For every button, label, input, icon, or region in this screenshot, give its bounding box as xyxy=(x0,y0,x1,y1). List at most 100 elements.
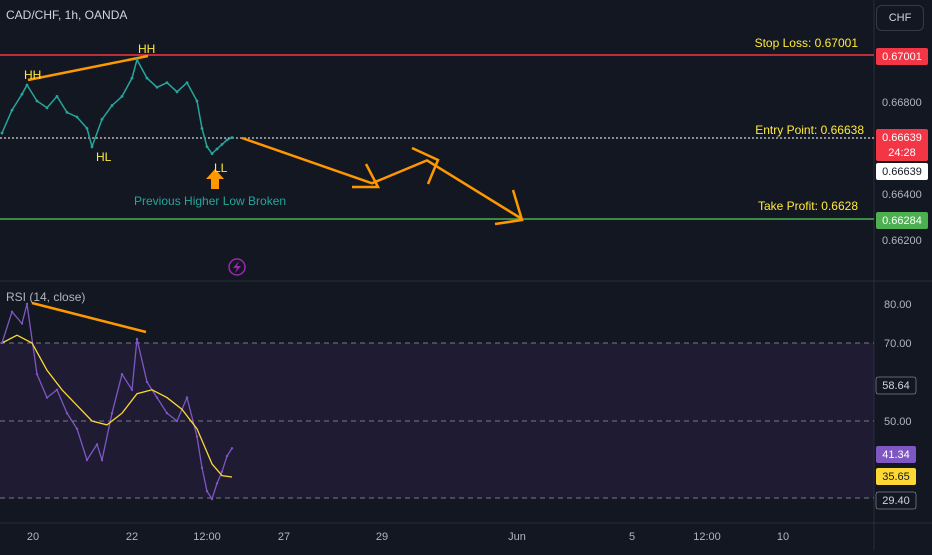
rsi-point-27 xyxy=(225,454,229,458)
price-point-9 xyxy=(85,127,89,130)
rsi-point-15 xyxy=(135,337,139,341)
rsi-lo-badge: 29.40 xyxy=(882,495,910,507)
price-point-15 xyxy=(135,58,139,62)
projection-path[interactable] xyxy=(241,136,523,221)
countdown-badge: 24:28 xyxy=(888,147,916,159)
x-tick-0: 20 xyxy=(27,531,39,543)
x-tick-7: 12:00 xyxy=(693,531,721,543)
rsi-point-23 xyxy=(205,490,209,493)
rsi-point-14 xyxy=(130,388,134,391)
rsi-ma-badge: 35.65 xyxy=(882,471,910,483)
price-point-28 xyxy=(230,136,234,139)
rsi-divergence-line[interactable] xyxy=(31,301,147,334)
rsi-tick-0: 80.00 xyxy=(884,299,912,311)
rsi-point-2 xyxy=(20,322,24,325)
rsi-point-18 xyxy=(165,412,169,415)
price-point-26 xyxy=(220,143,224,146)
rsi-point-10 xyxy=(95,443,99,446)
price-point-13 xyxy=(120,95,124,98)
stop-loss-label: Stop Loss: 0.67001 xyxy=(755,36,859,50)
rsi-point-26 xyxy=(220,470,224,473)
price-point-0 xyxy=(0,131,4,135)
rsi-point-28 xyxy=(230,447,234,450)
price-tick-2: 0.66200 xyxy=(882,235,922,247)
price-point-18 xyxy=(165,81,169,85)
x-tick-2: 12:00 xyxy=(193,531,221,543)
ll-label: LL xyxy=(214,161,228,175)
rsi-point-8 xyxy=(75,427,79,430)
rsi-point-21 xyxy=(195,435,199,438)
price-point-20 xyxy=(185,81,189,85)
price-point-11 xyxy=(100,117,104,121)
price-point-19 xyxy=(175,90,179,94)
stop-loss-badge: 0.67001 xyxy=(882,51,922,63)
rsi-point-17 xyxy=(155,396,159,399)
rsi-point-6 xyxy=(55,388,59,391)
currency-button[interactable]: CHF xyxy=(876,5,924,31)
rsi-point-16 xyxy=(145,380,149,384)
x-tick-3: 27 xyxy=(278,531,290,543)
rsi-point-0 xyxy=(0,341,4,345)
price-point-2 xyxy=(20,92,24,96)
price-point-23 xyxy=(205,145,209,149)
price-tick-1: 0.66400 xyxy=(882,189,922,201)
rsi-value-badge: 41.34 xyxy=(882,449,910,461)
broken-label: Previous Higher Low Broken xyxy=(134,194,286,208)
hh-trendline[interactable] xyxy=(27,54,149,82)
time-axis: 20 22 12:00 27 29 Jun 5 12:00 10 xyxy=(27,531,789,543)
rsi-hi-badge: 58.64 xyxy=(882,380,910,392)
rsi-point-25 xyxy=(215,482,219,485)
rsi-point-13 xyxy=(120,373,124,376)
rsi-point-5 xyxy=(45,396,49,399)
take-profit-badge: 0.66284 xyxy=(882,215,922,227)
price-point-17 xyxy=(155,85,159,89)
x-tick-4: 29 xyxy=(376,531,388,543)
rsi-tick-2: 50.00 xyxy=(884,416,912,428)
take-profit-badge-bg xyxy=(876,212,928,229)
price-tick-0: 0.66800 xyxy=(882,97,922,109)
price-point-6 xyxy=(55,95,59,98)
arrowhead-2-icon xyxy=(411,146,440,185)
rsi-hi-badge-bg xyxy=(875,376,917,395)
price-point-27 xyxy=(225,138,229,142)
lightning-icon[interactable] xyxy=(228,258,246,276)
price-point-8 xyxy=(75,115,79,119)
x-tick-5: Jun xyxy=(508,531,526,543)
rsi-point-1 xyxy=(10,310,14,313)
price-point-24 xyxy=(210,152,214,155)
current-price-badge: 0.66639 xyxy=(882,132,922,144)
price-point-4 xyxy=(35,99,39,103)
rsi-ma-badge-bg xyxy=(876,468,916,485)
rsi-point-7 xyxy=(65,412,69,415)
price-point-12 xyxy=(110,104,114,107)
rsi-title: RSI (14, close) xyxy=(6,290,86,304)
hh-label-1: HH xyxy=(24,68,41,82)
rsi-tick-1: 70.00 xyxy=(884,338,912,350)
rsi-point-19 xyxy=(175,419,179,423)
price-point-21 xyxy=(195,99,199,103)
rsi-value-badge-bg xyxy=(876,446,916,463)
price-point-10 xyxy=(90,145,94,149)
price-point-14 xyxy=(130,76,134,80)
x-tick-6: 5 xyxy=(629,531,635,543)
rsi-point-4 xyxy=(35,373,39,376)
take-profit-label: Take Profit: 0.6628 xyxy=(758,199,858,213)
hh-label-2: HH xyxy=(138,42,155,56)
entry-badge: 0.66639 xyxy=(882,166,922,178)
rsi-point-20 xyxy=(185,396,189,399)
rsi-point-12 xyxy=(110,412,114,415)
rsi-lo-badge-bg xyxy=(875,491,917,510)
projection-arrowheads xyxy=(352,146,524,226)
price-point-1 xyxy=(10,108,14,112)
x-tick-1: 22 xyxy=(126,531,138,543)
price-point-25 xyxy=(215,147,219,151)
arrowhead-1-icon xyxy=(352,163,381,189)
rsi-point-11 xyxy=(100,458,104,462)
entry-badge-bg xyxy=(876,163,928,180)
price-point-16 xyxy=(145,76,149,80)
rsi-point-3 xyxy=(25,302,29,306)
x-tick-8: 10 xyxy=(777,531,789,543)
price-point-3 xyxy=(25,83,29,87)
